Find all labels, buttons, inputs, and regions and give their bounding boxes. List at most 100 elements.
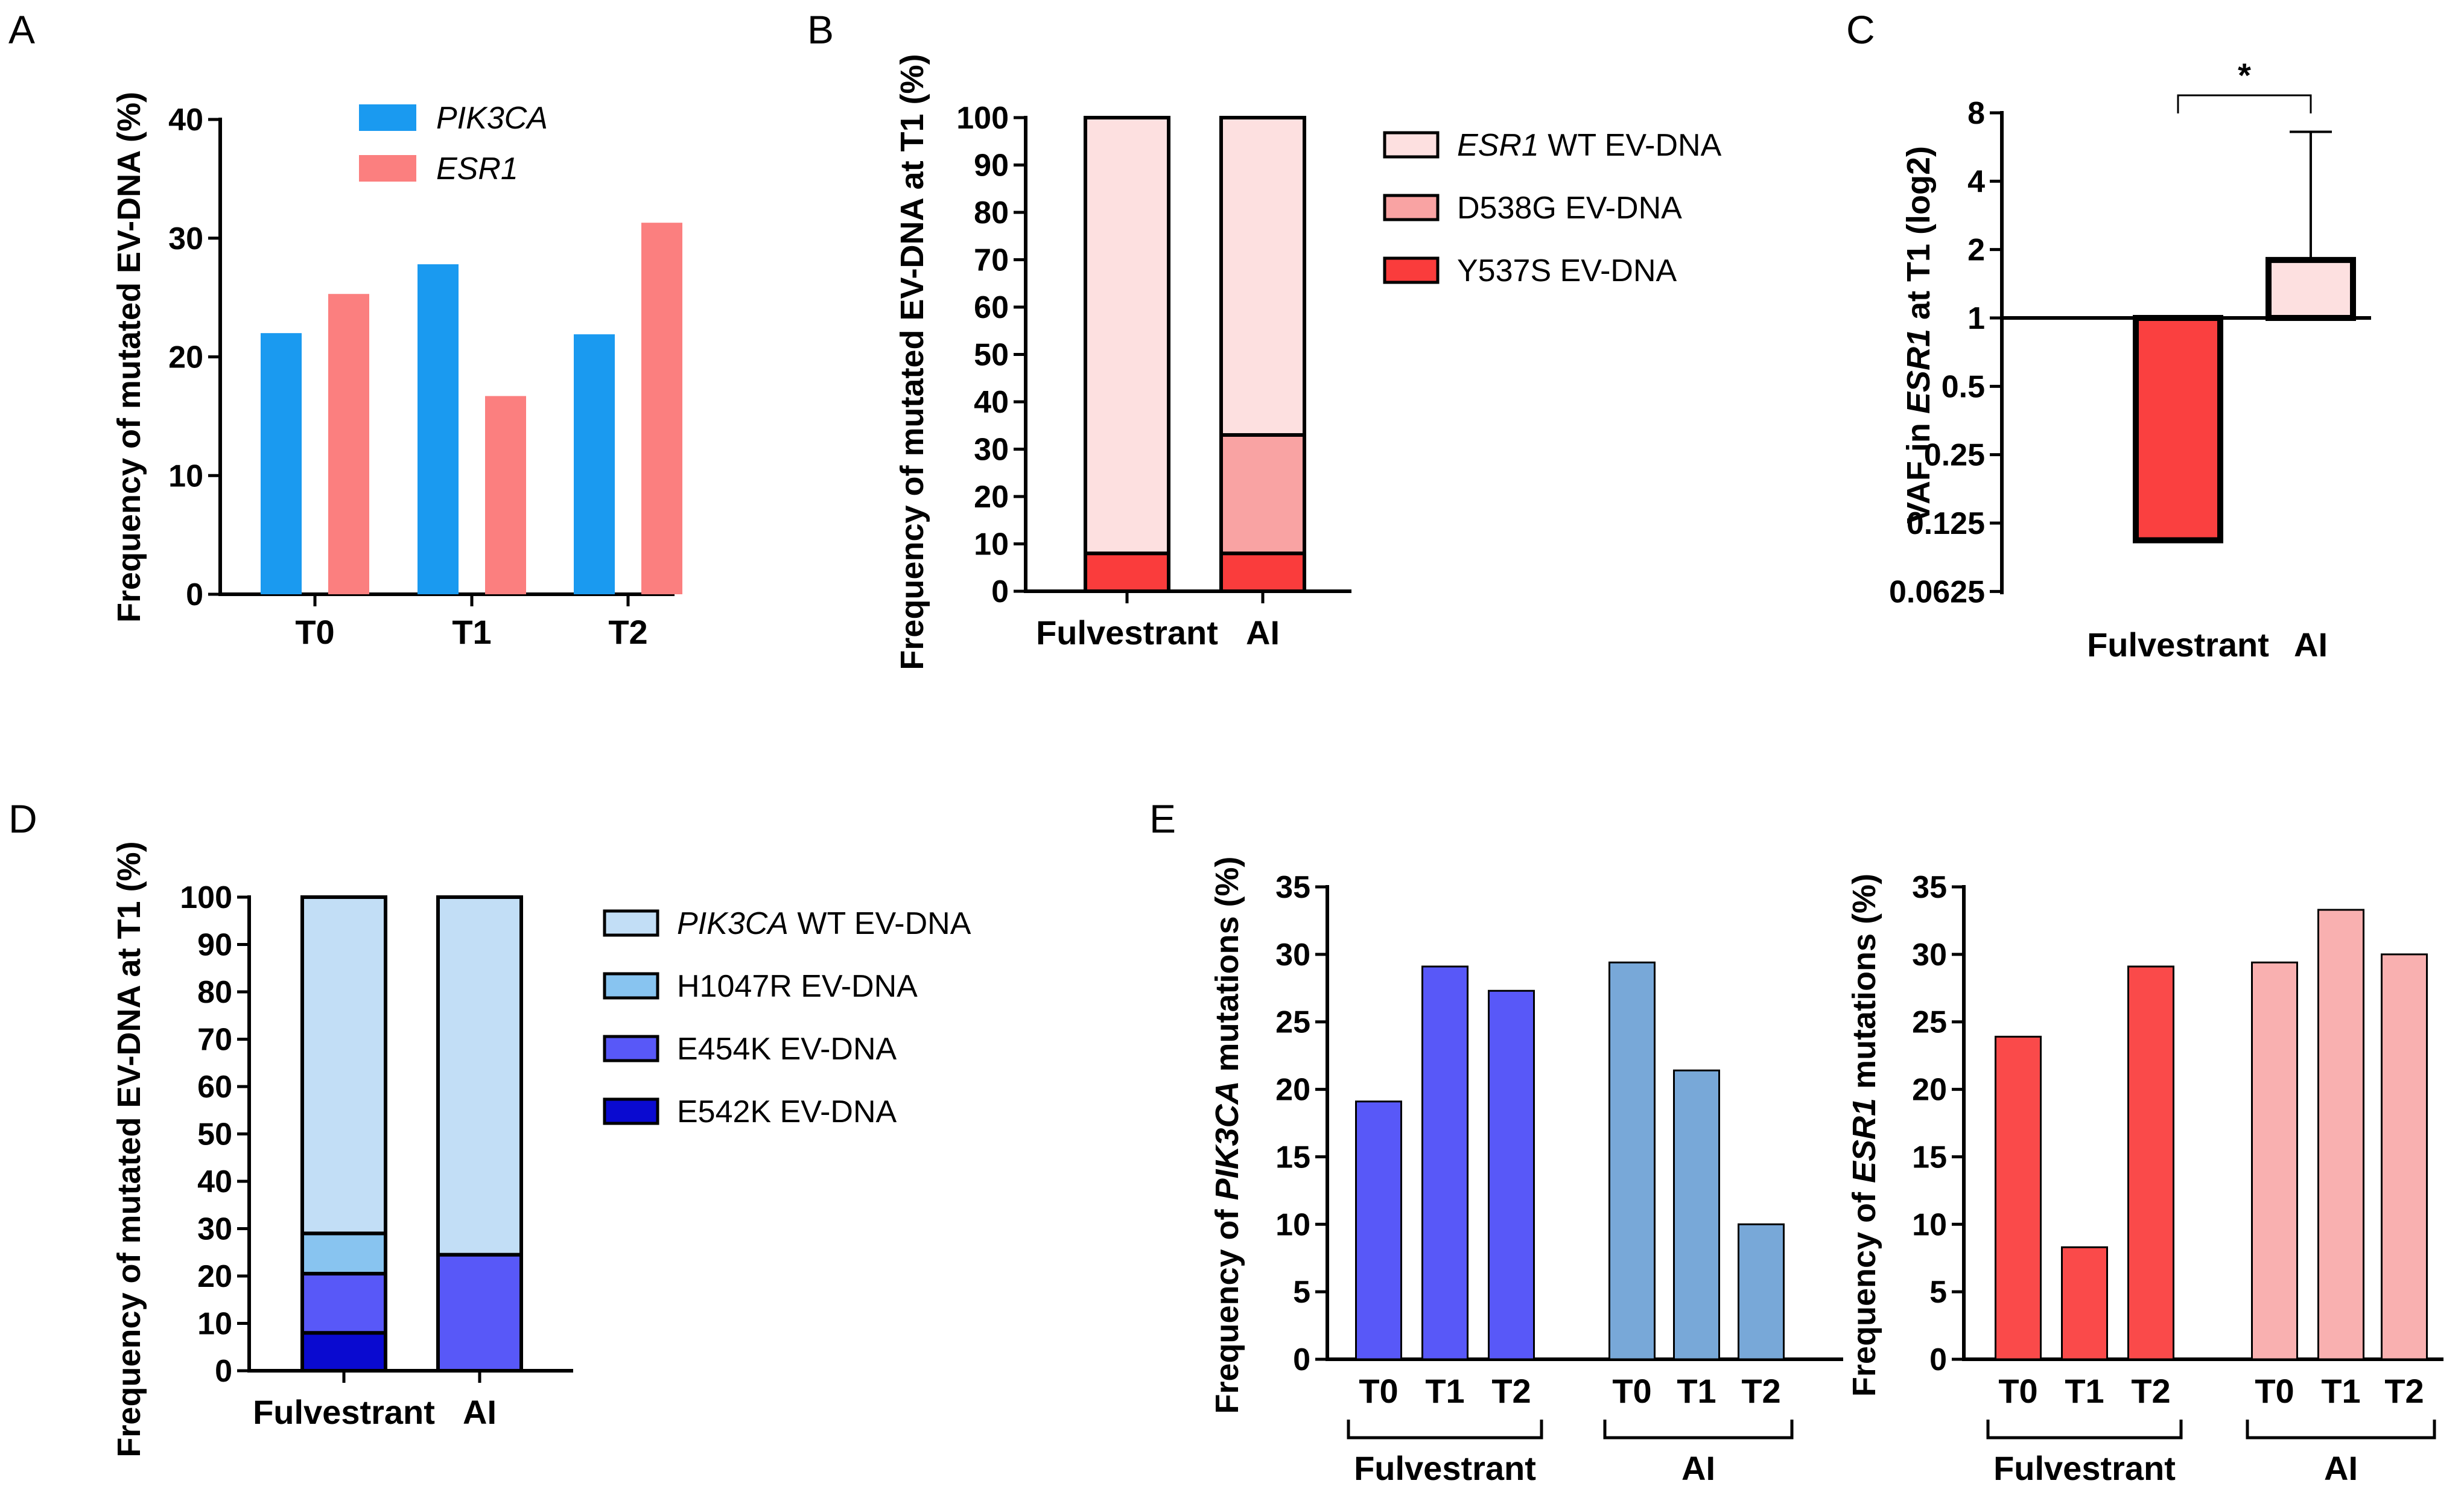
e1-x-tick-label-1: T1 (1425, 1372, 1464, 1410)
e2-bar-1 (2061, 1246, 2108, 1360)
d-y-tick-label: 100 (180, 880, 232, 915)
c-x-tick-label: AI (2294, 626, 2328, 664)
b-y-tick-label: 40 (974, 385, 1009, 420)
a-x-tick-label: T1 (452, 613, 491, 651)
d-legend-swatch-3 (603, 1097, 659, 1125)
e1-y-axis-label-part-2: mutations (%) (1209, 856, 1245, 1081)
e1-bar-2 (1488, 989, 1535, 1360)
e2-x-tick-label-2: T2 (2131, 1372, 2170, 1410)
chart-b: 0 10 20 30 40 50 60 70 80 90 100 Fulvestrant AI ESR1 … (894, 54, 1722, 670)
d-legend-text-2: E454K EV-DNA (677, 1032, 897, 1067)
c-bar-ai (2266, 256, 2356, 321)
e1-group-bracket-0 (1347, 1420, 1543, 1440)
c-y-axis-label-part-2: at T1 (log2) (1900, 146, 1937, 329)
d-y-tick-label: 60 (197, 1070, 232, 1105)
chart-a: 0 10 20 30 40 T0 T1 T2 Frequency of mutated EV-D… (111, 92, 682, 651)
d-legend-text-1: H1047R EV-DNA (677, 969, 918, 1004)
e2-bar-3 (2251, 961, 2298, 1360)
a-x-tick-label: T0 (295, 613, 334, 651)
d-segment-2-fulvestrant (300, 1231, 387, 1276)
e2-group-bracket-1 (2246, 1420, 2436, 1440)
panel-letter-a: A (8, 7, 35, 52)
e1-group-bracket-1 (1603, 1420, 1794, 1440)
a-bar-pik3ca-t1 (418, 264, 459, 594)
e2-bar-5 (2381, 953, 2428, 1360)
b-y-tick-label: 0 (991, 574, 1009, 609)
chart-c: 8 4 2 1 0.5 0.25 0.125 0.0625 Fulvestrant AI * VAF … (1889, 56, 2371, 664)
panel-letter-e: E (1149, 796, 1176, 841)
d-legend-label-1: H1047R EV-DNA (677, 969, 918, 1004)
a-legend-label-esr1: ESR1 (436, 151, 518, 186)
d-legend-text-3: E542K EV-DNA (677, 1094, 897, 1129)
b-legend-text-2: Y537S EV-DNA (1457, 253, 1677, 288)
c-bar-fulvestrant (2133, 315, 2223, 544)
d-legend-text-0: WT EV-DNA (789, 906, 971, 941)
d-segment-1-fulvestrant (300, 1272, 387, 1335)
b-segment-2-fulvestrant (1084, 116, 1170, 556)
d-y-tick-label: 0 (215, 1354, 232, 1389)
c-significance-label: * (2238, 56, 2251, 94)
c-y-tick-label: 4 (1967, 164, 1985, 199)
d-y-axis-label: Frequency of mutated EV-DNA at T1 (%) (111, 841, 147, 1457)
d-segment-3-ai (436, 895, 523, 1257)
b-legend-label-1: D538G EV-DNA (1457, 191, 1682, 226)
b-y-tick-label: 60 (974, 290, 1009, 325)
e2-y-tick-label: 15 (1912, 1140, 1947, 1175)
a-bar-pik3ca-t2 (574, 334, 615, 594)
c-y-axis-label-part-1: ESR1 (1900, 329, 1937, 414)
d-legend-label-3: E542K EV-DNA (677, 1094, 897, 1129)
a-y-axis-label-part-0: Frequency of mutated EV-DNA (%) (111, 92, 147, 623)
a-y-axis-label: Frequency of mutated EV-DNA (%) (111, 92, 147, 623)
e1-y-tick-label: 30 (1275, 938, 1310, 973)
d-legend-ital-0: PIK3CA (677, 906, 789, 941)
e2-bar-2 (2127, 965, 2174, 1360)
e2-x-tick-label-3: T0 (2255, 1372, 2294, 1410)
b-y-tick-label: 70 (974, 243, 1009, 278)
a-legend-text-pik3ca: PIK3CA (436, 101, 548, 136)
e2-x-tick-label-1: T1 (2065, 1372, 2104, 1410)
c-y-axis-label: VAF in ESR1 at T1 (log2) (1900, 146, 1937, 524)
chart-e-esr1: 0 5 10 15 20 25 30 35 T0 T1 T2 T0 T1 T2 Fulvestrant AI F… (1846, 870, 2443, 1487)
e1-y-tick-label: 25 (1275, 1005, 1310, 1040)
c-x-tick-label: Fulvestrant (2087, 626, 2269, 664)
e2-y-tick-label: 5 (1929, 1275, 1947, 1310)
a-bar-esr1-t1 (485, 396, 526, 594)
a-x-tick-label: T2 (608, 613, 647, 651)
b-y-tick-label: 20 (974, 480, 1009, 515)
e1-bar-1 (1421, 965, 1469, 1360)
a-y-tick-label: 40 (168, 103, 203, 138)
chart-e-pik3ca: 0 5 10 15 20 25 30 35 T0 T1 T2 T0 T1 T2 Fulvestrant AI F… (1209, 856, 1843, 1487)
a-y-tick-label: 30 (168, 221, 203, 256)
e2-y-axis-label-part-0: Frequency of (1846, 1183, 1882, 1397)
a-legend-text-esr1: ESR1 (436, 151, 518, 186)
b-legend-swatch-0 (1383, 131, 1440, 159)
panel-letter-c: C (1846, 7, 1875, 52)
a-bar-pik3ca-t0 (261, 333, 302, 594)
a-legend-swatch-esr1 (359, 155, 416, 182)
d-legend-label-2: E454K EV-DNA (677, 1032, 897, 1067)
chart-d: 0 10 20 30 40 50 60 70 80 90 100 Fulvestrant AI PIK3C… (111, 841, 971, 1457)
e1-bar-5 (1738, 1223, 1785, 1360)
b-y-tick-label: 100 (956, 101, 1009, 136)
a-bar-esr1-t0 (328, 294, 369, 594)
panel-letter-b: B (807, 7, 834, 52)
d-y-axis-label-part-0: Frequency of mutated EV-DNA at T1 (%) (111, 841, 147, 1457)
b-x-tick-label: AI (1246, 614, 1280, 652)
e2-y-tick-label: 25 (1912, 1005, 1947, 1040)
d-y-tick-label: 30 (197, 1212, 232, 1247)
d-y-tick-label: 10 (197, 1307, 232, 1342)
b-legend-label-0: ESR1 WT EV-DNA (1457, 128, 1722, 163)
b-legend-text-0: WT EV-DNA (1539, 128, 1722, 163)
a-bar-esr1-t2 (641, 223, 682, 594)
b-segment-0-fulvestrant (1084, 551, 1170, 594)
d-legend-label-0: PIK3CA WT EV-DNA (677, 906, 971, 941)
d-y-tick-label: 40 (197, 1164, 232, 1199)
c-significance-bracket (2177, 94, 2312, 113)
e2-y-axis-label-part-2: mutations (%) (1846, 874, 1882, 1098)
d-x-tick-label: Fulvestrant (253, 1393, 435, 1431)
b-y-axis-label: Frequency of mutated EV-DNA at T1 (%) (894, 54, 930, 670)
d-y-tick-label: 70 (197, 1023, 232, 1058)
e1-y-tick-label: 35 (1275, 870, 1310, 905)
e2-x-tick-label-0: T0 (1998, 1372, 2037, 1410)
